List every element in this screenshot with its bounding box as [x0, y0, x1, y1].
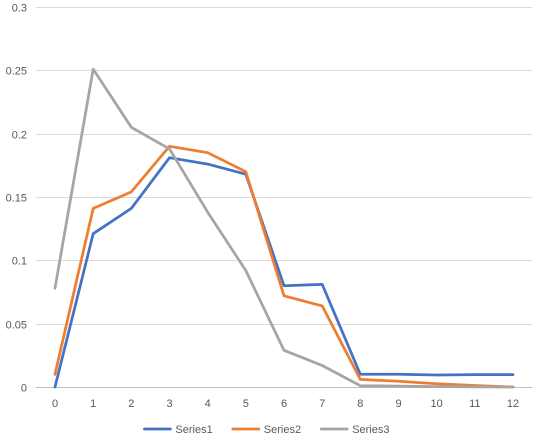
legend-item-1: Series1 [143, 424, 213, 436]
x-tick-label: 7 [319, 398, 325, 410]
y-tick-label: 0.05 [6, 320, 27, 332]
x-tick-label: 0 [52, 398, 58, 410]
legend-item-2: Series2 [231, 424, 301, 436]
series-line-2 [53, 144, 515, 389]
legend-item-3: Series3 [319, 424, 389, 436]
series-line-1 [53, 156, 515, 389]
x-tick-label: 9 [395, 398, 401, 410]
x-tick-label: 1 [90, 398, 96, 410]
series-lines [53, 67, 515, 389]
x-tick-label: 12 [507, 398, 519, 410]
x-tick-label: 3 [166, 398, 172, 410]
y-tick-label: 0.25 [6, 66, 27, 78]
y-tick-label: 0.15 [6, 193, 27, 205]
series-line-3 [53, 67, 515, 389]
legend-label: Series1 [175, 424, 212, 436]
x-tick-label: 8 [357, 398, 363, 410]
gridlines [36, 7, 532, 388]
x-tick-label: 6 [281, 398, 287, 410]
y-tick-label: 0.1 [12, 256, 27, 268]
x-tick-label: 11 [469, 398, 480, 410]
y-tick-label: 0.2 [12, 130, 27, 142]
legend: Series1 Series2 Series3 [143, 424, 389, 436]
legend-label: Series2 [264, 424, 301, 436]
x-tick-label: 5 [243, 398, 249, 410]
x-tick-label: 10 [431, 398, 443, 410]
x-tick-label: 2 [128, 398, 134, 410]
legend-label: Series3 [352, 424, 389, 436]
axes: 00.050.10.150.20.250.30 1 2 3 4 5 6 7 8 9 10 11 12 [6, 3, 520, 411]
y-tick-label: 0 [21, 383, 27, 395]
y-tick-label: 0.3 [12, 3, 27, 15]
x-tick-label: 4 [205, 398, 211, 410]
